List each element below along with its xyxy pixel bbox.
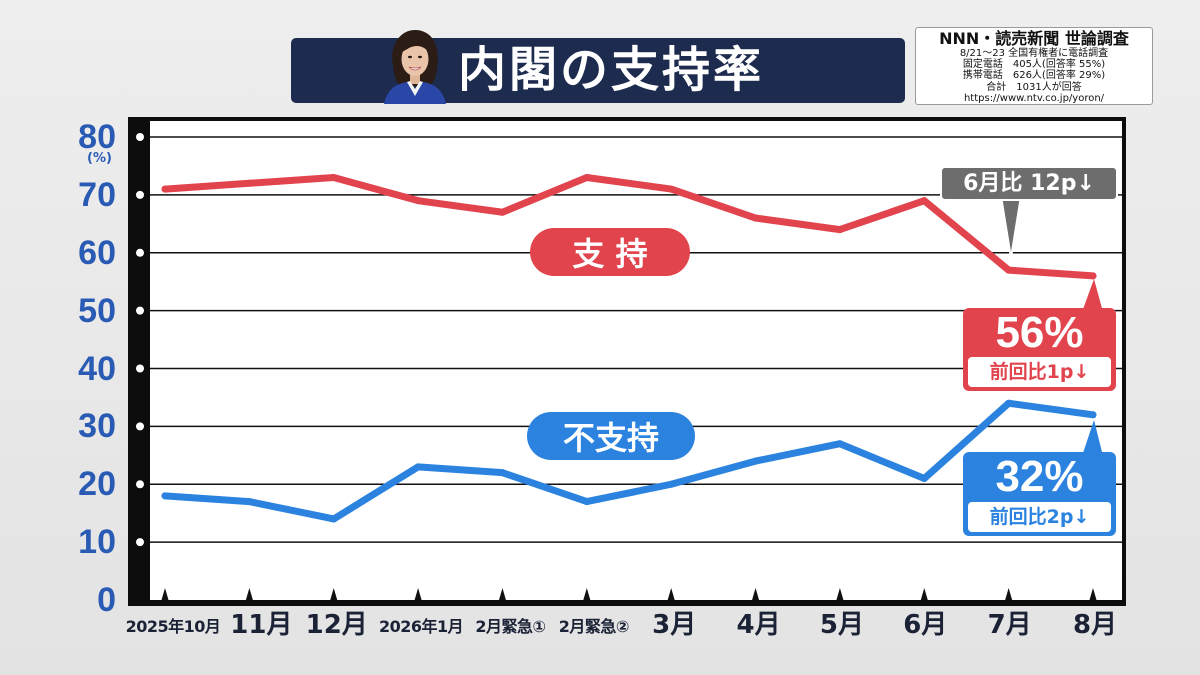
support-point: [752, 214, 760, 222]
x-tick-mark: [752, 588, 760, 600]
page-title: 内閣の支持率: [458, 42, 765, 98]
y-tick-dot: [136, 306, 144, 315]
y-tick-label: 80: [78, 118, 116, 156]
x-tick-label: 11月: [230, 610, 293, 640]
portrait-eye-left: [408, 55, 412, 59]
support-point: [161, 185, 169, 193]
disapproval-series-label: 不支持: [527, 412, 695, 460]
support-change-label: 前回比1p↓: [968, 357, 1111, 387]
disapproval-point: [161, 492, 169, 500]
disapproval-point: [836, 440, 844, 448]
disapproval-point: [583, 498, 591, 506]
portrait-eye-right: [418, 55, 422, 59]
y-tick-label: 50: [78, 291, 116, 330]
support-point: [1005, 266, 1013, 274]
comparison-callout: 6月比 12p↓: [940, 166, 1118, 201]
disapproval-point: [498, 469, 506, 477]
disapproval-point: [414, 463, 422, 471]
x-tick-mark: [583, 588, 591, 600]
y-tick-label: 40: [78, 349, 116, 388]
y-tick-dot: [136, 133, 144, 141]
support-point: [498, 208, 506, 216]
y-tick-label: 10: [78, 523, 116, 562]
y-tick-dot: [136, 422, 144, 431]
y-tick-label: 70: [78, 175, 116, 214]
y-tick-dot: [136, 364, 144, 373]
disapproval-latest-callout: 32% 前回比2p↓: [963, 452, 1116, 536]
x-tick-mark: [414, 588, 422, 600]
x-tick-label: 2月緊急②: [558, 617, 630, 636]
support-line: [161, 174, 1097, 280]
x-tick-mark: [498, 588, 506, 600]
support-callout-pointer: [1082, 279, 1103, 312]
portrait-collar: [407, 81, 423, 96]
x-tick-label: 2025年10月: [125, 617, 221, 636]
x-tick-label: 6月: [903, 610, 948, 640]
x-tick-mark: [667, 588, 675, 600]
x-tick-mark: [920, 588, 928, 600]
y-tick-label: 0: [97, 581, 116, 619]
x-tick-mark: [1089, 588, 1097, 600]
y-tick-dot: [136, 538, 144, 547]
x-tick-label: 3月: [652, 610, 697, 640]
x-tick-label: 12月: [305, 610, 368, 640]
disapproval-latest-value: 32%: [995, 452, 1084, 501]
x-tick-label: 8月: [1072, 610, 1118, 640]
disapproval-point: [330, 515, 338, 523]
x-tick-mark: [330, 588, 338, 600]
x-tick-label: 7月: [987, 610, 1032, 640]
x-tick-mark: [1005, 588, 1013, 600]
y-tick-label: 60: [78, 233, 116, 272]
y-tick-dot: [136, 480, 144, 489]
disapproval-callout-pointer: [1082, 420, 1103, 456]
y-tick-label: 20: [78, 465, 116, 504]
disapproval-line: [161, 399, 1097, 523]
survey-period: 8/21〜23 全国有権者に電話調査: [959, 48, 1109, 59]
survey-total: 合計 1031人が回答: [986, 81, 1082, 93]
support-point: [330, 174, 338, 182]
x-tick-mark: [836, 588, 844, 600]
disapproval-change-label: 前回比2p↓: [968, 502, 1111, 532]
portrait-face: [401, 42, 429, 76]
x-tick-mark: [161, 588, 169, 600]
survey-landline: 固定電話 405人(回答率 55%): [962, 59, 1106, 71]
support-point: [414, 197, 422, 205]
disapproval-point: [245, 498, 253, 506]
support-point: [245, 179, 253, 187]
support-point: [920, 197, 928, 205]
disapproval-point: [667, 480, 675, 488]
x-tick-label: 4月: [736, 610, 781, 640]
support-series-label: 支 持: [530, 228, 690, 276]
y-tick-dot: [136, 190, 144, 199]
portrait-smile: [408, 66, 422, 71]
support-point: [667, 185, 675, 193]
x-tick-label: 2026年1月: [378, 617, 464, 636]
support-latest-value: 56%: [995, 308, 1084, 357]
x-tick-layer: [161, 588, 1097, 600]
x-tick-mark: [245, 588, 253, 600]
disapproval-point: [1089, 411, 1097, 419]
portrait-neck: [410, 72, 420, 84]
y-tick-dot: [136, 248, 144, 257]
disapproval-point: [1005, 399, 1013, 407]
x-tick-label: 5月: [819, 610, 864, 640]
y-tick-label: 30: [78, 407, 116, 446]
survey-source: NNN・読売新聞 世論調査: [939, 29, 1129, 48]
disapproval-point: [920, 474, 928, 482]
y-axis-unit: (%): [87, 151, 112, 166]
series-layer: [161, 174, 1097, 523]
support-point: [836, 226, 844, 234]
portrait-photo: [384, 30, 446, 104]
disapproval-point: [752, 457, 760, 465]
survey-info-box: NNN・読売新聞 世論調査 8/21〜23 全国有権者に電話調査 固定電話 40…: [915, 27, 1153, 105]
support-point: [1089, 272, 1097, 280]
x-tick-label: 2月緊急①: [475, 617, 546, 636]
support-point: [583, 174, 591, 182]
portrait-bangs: [401, 36, 431, 54]
survey-url: https://www.ntv.co.jp/yoron/: [963, 92, 1105, 104]
support-latest-callout: 56% 前回比1p↓: [963, 308, 1116, 391]
survey-mobile: 携帯電話 626人(回答率 29%): [962, 70, 1106, 82]
